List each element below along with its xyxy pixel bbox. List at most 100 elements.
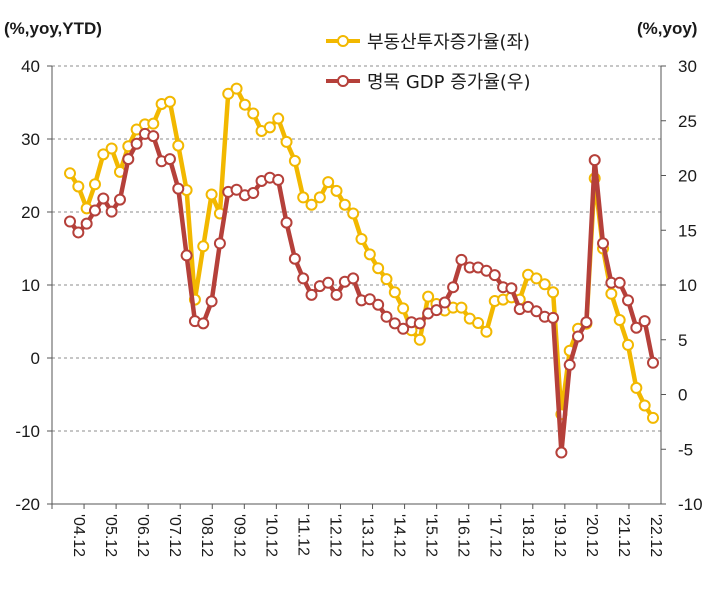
data-point — [413, 333, 426, 346]
legend-label-investment: 부동산투자증가율(좌) — [367, 32, 530, 53]
data-point — [380, 310, 393, 323]
data-point — [530, 272, 543, 285]
right-axis-unit: (%,yoy) — [637, 19, 697, 38]
data-point — [455, 253, 468, 266]
data-point — [272, 173, 285, 186]
data-point — [72, 180, 85, 193]
data-point — [638, 399, 651, 412]
x-tick-label: '20.12 — [583, 514, 600, 557]
data-point — [538, 278, 551, 291]
data-point — [372, 298, 385, 311]
data-point — [113, 193, 126, 206]
data-point — [88, 204, 101, 217]
data-point — [355, 233, 368, 246]
right-y-tick-label: 5 — [678, 331, 687, 350]
data-point — [263, 121, 276, 134]
data-point — [630, 321, 643, 334]
data-point — [288, 252, 301, 265]
data-point — [447, 281, 460, 294]
data-point — [480, 325, 493, 338]
left-y-tick-label: 20 — [21, 203, 40, 222]
x-tick-label: '15.12 — [423, 514, 440, 557]
data-point — [64, 167, 76, 180]
x-tick-label: '18.12 — [519, 514, 536, 557]
data-point — [80, 217, 93, 230]
data-point — [647, 356, 659, 369]
right-y-tick-label: -5 — [678, 440, 693, 459]
data-point — [605, 287, 618, 300]
x-tick-label: '04.12 — [70, 514, 87, 557]
data-point — [372, 262, 385, 275]
data-point — [230, 82, 243, 95]
data-point — [205, 295, 218, 308]
data-point — [580, 316, 593, 329]
data-point — [413, 317, 426, 330]
data-point — [530, 305, 543, 318]
left-axis-unit: (%,yoy,YTD) — [4, 19, 102, 38]
data-point — [380, 273, 393, 286]
data-point — [555, 446, 568, 459]
data-point — [330, 288, 343, 301]
data-point — [88, 178, 101, 191]
data-point — [97, 148, 110, 161]
right-y-tick-label: 15 — [678, 221, 697, 240]
data-point — [197, 240, 210, 253]
data-point — [205, 188, 218, 201]
data-point — [147, 117, 160, 130]
data-point — [64, 215, 76, 228]
data-point — [230, 183, 243, 196]
data-point — [388, 286, 401, 299]
data-point — [272, 112, 285, 125]
data-point — [438, 296, 451, 309]
data-point — [638, 315, 651, 328]
data-point — [280, 135, 293, 148]
x-ticks: '04.12 '05.12 '06.12 '07.12 '08.12 '09.12 '10.… — [70, 514, 664, 557]
left-y-ticks: 40 30 20 10 0 -10 -20 — [15, 57, 40, 514]
data-point — [213, 237, 226, 250]
data-point — [105, 205, 118, 218]
data-point — [297, 191, 310, 204]
legend-label-gdp: 명목 GDP 증가율(우) — [367, 72, 531, 93]
left-y-tick-label: -10 — [15, 422, 40, 441]
data-point — [305, 288, 318, 301]
data-point — [563, 358, 576, 371]
data-point — [280, 216, 293, 229]
data-point — [305, 198, 318, 211]
data-point — [122, 153, 135, 166]
left-y-tick-label: 10 — [21, 276, 40, 295]
x-tick-label: '16.12 — [455, 514, 472, 557]
data-point — [347, 207, 360, 220]
data-point — [322, 276, 335, 289]
data-point — [72, 226, 85, 239]
x-tick-label: '14.12 — [391, 514, 408, 557]
left-y-tick-label: 40 — [21, 57, 40, 76]
x-tick-label: '10.12 — [262, 514, 279, 557]
x-tick-label: '19.12 — [551, 514, 568, 557]
data-point — [172, 139, 185, 152]
x-tick-label: '06.12 — [134, 514, 151, 557]
x-tick-label: '13.12 — [359, 514, 376, 557]
x-tick-label: '08.12 — [198, 514, 215, 557]
data-point — [488, 269, 501, 282]
data-point — [588, 154, 601, 167]
data-point — [397, 302, 410, 315]
data-point — [647, 411, 659, 424]
data-point — [613, 314, 626, 327]
right-y-tick-label: -10 — [678, 495, 703, 514]
data-point — [313, 191, 326, 204]
data-point — [130, 137, 143, 150]
left-y-tick-label: 0 — [31, 349, 40, 368]
data-point — [247, 187, 260, 200]
data-point — [163, 95, 176, 108]
x-tick-label: '09.12 — [230, 514, 247, 557]
data-point — [172, 182, 185, 195]
data-point — [547, 286, 560, 299]
x-tick-label: '12.12 — [326, 514, 343, 557]
data-point — [455, 301, 468, 314]
data-point — [397, 322, 410, 335]
data-point — [147, 130, 160, 143]
data-point — [572, 330, 585, 343]
data-point — [297, 272, 310, 285]
x-tick-label: '05.12 — [102, 514, 119, 557]
